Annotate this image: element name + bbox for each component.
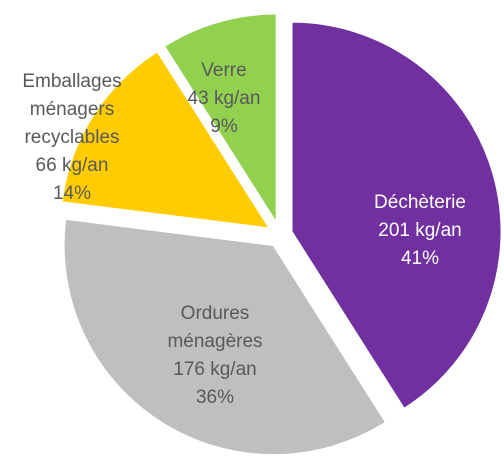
category-label: Verre — [201, 60, 246, 81]
amount-label: 176 kg/an — [173, 359, 256, 380]
category-label: Déchèterie — [374, 192, 466, 213]
value-label: 9% — [210, 116, 238, 137]
category-label: Emballages ménagers recyclables — [22, 71, 121, 148]
pie-slice — [60, 49, 272, 230]
value-label: 41% — [401, 248, 439, 269]
amount-label: 43 kg/an — [188, 88, 261, 109]
amount-label: 66 kg/an — [36, 155, 109, 176]
pie-slice — [162, 12, 278, 227]
value-label: 36% — [196, 387, 234, 408]
value-label: 14% — [53, 183, 91, 204]
pie-slice — [290, 20, 503, 411]
pie-slice — [62, 217, 388, 457]
amount-label: 201 kg/an — [378, 220, 461, 241]
category-label: Ordures ménagères — [167, 303, 262, 352]
